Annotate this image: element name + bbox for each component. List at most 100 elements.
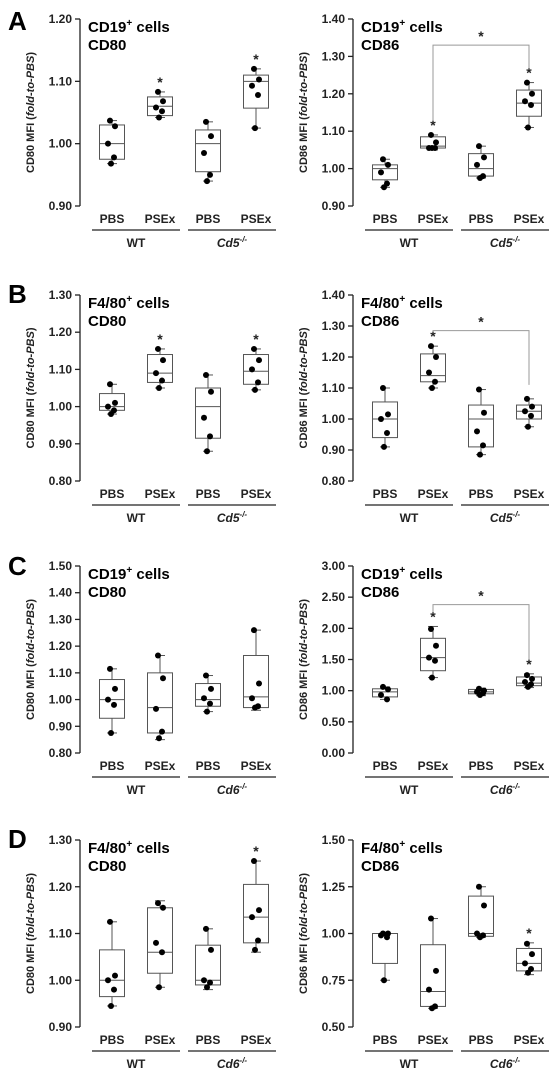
data-point — [378, 692, 384, 699]
y-axis-fold: fold-to-PBS — [298, 331, 310, 392]
data-point — [112, 972, 118, 979]
data-point — [153, 939, 159, 946]
comparison-star: * — [478, 28, 484, 44]
significance-star: * — [430, 117, 436, 133]
comparison-star: * — [478, 588, 484, 604]
data-point — [522, 960, 528, 967]
x-category-label: PSEx — [514, 212, 545, 226]
group-name: Cd6 — [217, 783, 240, 797]
title-cell-type: F4/80 — [361, 295, 399, 312]
data-point — [105, 140, 111, 147]
title-superscript: + — [126, 18, 132, 29]
data-point — [201, 977, 207, 984]
panel-label-D: D — [8, 824, 27, 854]
x-category-label: PSEx — [145, 487, 176, 501]
data-point — [384, 934, 390, 941]
box-pbs-wt — [372, 156, 398, 191]
y-tick-label: 1.50 — [322, 653, 346, 667]
title-cells-word: cells — [132, 566, 170, 583]
box-iqr — [516, 404, 542, 420]
chart-title-marker: CD80 — [88, 313, 126, 330]
y-tick-label: 1.20 — [49, 639, 73, 653]
data-point — [201, 150, 207, 157]
box-iqr — [372, 688, 398, 698]
data-point — [380, 156, 386, 163]
box-psex-ko: * — [243, 51, 269, 132]
title-superscript: + — [399, 839, 405, 850]
data-point — [153, 370, 159, 377]
box-iqr — [99, 679, 125, 719]
chart-panel-C-CD86: 0.00 0.50 1.00 1.50 2.00 2.50 3.00 CD86 MFI (fo… — [298, 559, 549, 797]
data-point — [255, 937, 261, 944]
group-label: Cd5-/- — [490, 510, 521, 525]
panel-label-C: C — [8, 551, 27, 581]
data-point — [522, 678, 528, 685]
data-point — [381, 443, 387, 450]
data-point — [481, 409, 487, 416]
box-iqr — [243, 883, 269, 944]
x-category-label: PSEx — [418, 487, 449, 501]
significance-star: * — [430, 328, 436, 344]
box-pbs-wt — [99, 665, 125, 736]
y-axis-label: CD86 MFI (fold-to-PBS) — [298, 327, 310, 448]
title-superscript: + — [126, 565, 132, 576]
y-tick-label: 1.30 — [49, 833, 73, 847]
data-point — [208, 133, 214, 140]
data-point — [108, 729, 114, 736]
group-name: Cd5 — [490, 511, 513, 525]
x-category-label: PSEx — [145, 759, 176, 773]
data-point — [525, 969, 531, 976]
x-category-label: PBS — [373, 1033, 398, 1047]
data-point — [433, 642, 439, 649]
data-point — [474, 428, 480, 435]
chart-panel-C-CD80: C 0.80 0.90 1.00 1.10 1.20 1.30 1.40 1.50 CD80 MF… — [8, 551, 276, 797]
box-psex-wt — [147, 900, 173, 991]
box-psex-wt — [420, 915, 446, 1012]
y-tick-label: 1.30 — [322, 319, 346, 333]
chart-panel-D-CD86: 0.50 0.75 1.00 1.25 1.50 CD86 MFI (fold-to-PB… — [298, 833, 549, 1068]
data-point — [433, 139, 439, 146]
box-pbs-ko — [468, 386, 494, 458]
box-psex-ko: * — [516, 65, 542, 131]
title-superscript: + — [399, 294, 405, 305]
group-name: WT — [127, 511, 146, 525]
data-point — [522, 98, 528, 105]
data-point — [105, 403, 111, 410]
data-point — [201, 414, 207, 421]
box-pbs-ko — [468, 883, 494, 941]
box-iqr — [195, 683, 221, 707]
box-iqr — [243, 354, 269, 385]
box-pbs-ko — [195, 118, 221, 185]
data-point — [476, 143, 482, 150]
box-iqr — [420, 353, 446, 383]
group-label: WT — [400, 1057, 419, 1068]
x-category-label: PBS — [196, 759, 221, 773]
data-point — [105, 977, 111, 984]
data-point — [429, 1005, 435, 1012]
y-tick-label: 1.25 — [322, 880, 346, 894]
data-point — [208, 685, 214, 692]
data-point — [153, 104, 159, 111]
data-point — [111, 154, 117, 161]
data-point — [385, 686, 391, 693]
title-cells-word: cells — [405, 566, 443, 583]
chart-title-cells: CD19+ cells — [361, 18, 443, 36]
y-tick-label: 0.90 — [49, 1020, 73, 1034]
data-point — [203, 118, 209, 125]
title-superscript: + — [399, 565, 405, 576]
data-point — [156, 114, 162, 121]
box-iqr — [420, 944, 446, 1007]
data-point — [432, 378, 438, 385]
box-psex-wt: * — [147, 331, 173, 391]
x-category-label: PBS — [373, 759, 398, 773]
y-tick-label: 1.20 — [322, 350, 346, 364]
data-point — [255, 379, 261, 386]
comparison-bracket — [432, 604, 530, 660]
y-tick-label: 0.80 — [322, 474, 346, 488]
data-point — [155, 652, 161, 659]
title-superscript: + — [126, 294, 132, 305]
group-superscript: -/- — [513, 510, 521, 519]
x-category-label: PSEx — [514, 759, 545, 773]
y-tick-label: 3.00 — [322, 559, 346, 573]
